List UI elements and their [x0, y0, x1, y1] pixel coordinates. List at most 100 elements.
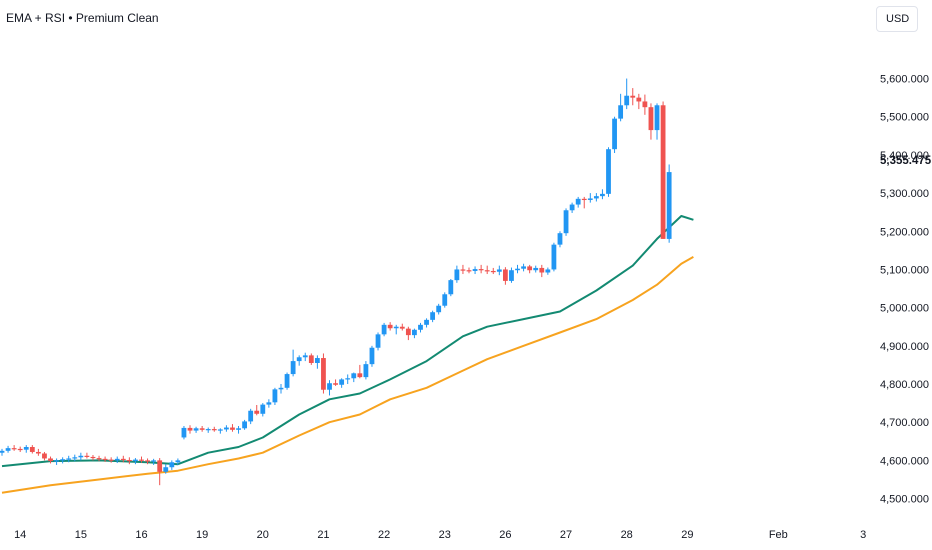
candle [266, 399, 272, 408]
candle-body [581, 198, 587, 201]
candle-body [405, 328, 411, 336]
candle-body [509, 270, 514, 281]
candle [199, 426, 205, 432]
price-tick-label: 5,100.000 [880, 264, 929, 276]
candle-body [399, 326, 405, 329]
candle [321, 353, 326, 394]
candle-body [163, 467, 169, 472]
price-tick-label: 4,700.000 [880, 417, 929, 429]
candle [442, 292, 448, 308]
candle-body [224, 427, 229, 430]
candle-body [387, 324, 393, 329]
candle-body [515, 268, 520, 271]
candle-body [654, 105, 660, 131]
candle-body [442, 294, 448, 306]
candle-body [278, 387, 284, 390]
candle [102, 456, 108, 462]
candle [120, 455, 126, 463]
candle-body [527, 266, 533, 271]
candle-body [460, 269, 466, 271]
time-tick-label: 19 [196, 529, 208, 541]
candle-body [181, 427, 187, 438]
candle-body [321, 358, 326, 390]
candle-body [23, 447, 29, 450]
currency-button[interactable]: USD [876, 6, 918, 32]
candle [272, 387, 278, 405]
candle-body [254, 410, 260, 414]
candle-body [393, 326, 399, 329]
price-tick-label: 4,800.000 [880, 379, 929, 391]
candle [575, 196, 581, 208]
candle-body [120, 458, 126, 461]
candle-body [169, 462, 175, 468]
candle [290, 349, 296, 377]
price-tick-label: 5,200.000 [880, 226, 929, 238]
candle [84, 452, 90, 459]
candle [29, 445, 35, 454]
time-tick-label: 26 [499, 529, 511, 541]
candle-body [193, 428, 199, 431]
candle [230, 424, 235, 432]
candle-body [84, 455, 90, 457]
price-tick-label: 4,900.000 [880, 341, 929, 353]
candle-body [296, 357, 302, 362]
candle-body [430, 312, 436, 320]
candle [521, 263, 526, 272]
candle-body [248, 410, 254, 422]
candle [175, 458, 181, 465]
candle [193, 426, 199, 433]
ema-line-0 [1, 215, 694, 468]
price-tick-label: 5,000.000 [880, 303, 929, 315]
candle-body [587, 198, 593, 200]
candle-body [236, 428, 241, 430]
candle [327, 380, 332, 396]
candle-body [593, 196, 599, 199]
candle [296, 355, 302, 366]
candle [660, 101, 666, 239]
candle [509, 267, 514, 283]
candle [345, 374, 351, 384]
candle-body [357, 373, 363, 378]
candle-body [199, 428, 205, 430]
candle [581, 196, 587, 209]
candle [539, 264, 545, 278]
candle [35, 448, 41, 456]
candle-body [339, 379, 345, 385]
candle-body [375, 334, 381, 348]
candle-body [454, 269, 460, 281]
candle-body [157, 460, 163, 472]
time-axis[interactable]: 14 15 16 19 20 21 22 23 26 27 28 29 Feb 3 [14, 529, 866, 541]
candle-body [327, 383, 332, 390]
candle [169, 460, 175, 470]
candle [48, 456, 53, 464]
candle-body [284, 374, 290, 388]
candle-body [187, 427, 193, 431]
candle-body [17, 448, 23, 451]
candle-body [600, 193, 605, 197]
candle [648, 103, 654, 140]
candle [424, 318, 429, 328]
candle [618, 93, 624, 122]
candle-body [369, 347, 375, 365]
candle [242, 419, 247, 430]
last-price-label: 5,355.475 [880, 155, 932, 167]
candle-body [272, 389, 278, 403]
candle [224, 425, 229, 432]
ema-line-1 [1, 256, 694, 494]
time-tick-label: 27 [560, 529, 572, 541]
candle-body [636, 97, 642, 102]
candle-body [211, 429, 217, 431]
candle [126, 457, 132, 465]
candle [11, 445, 17, 451]
candle [0, 448, 5, 456]
ema-lines [1, 215, 694, 494]
candle [387, 322, 393, 331]
price-axis[interactable]: 5,600.000 5,500.000 5,400.000 5,300.000 5,20… [880, 74, 929, 506]
candle [90, 455, 96, 461]
candle [478, 264, 484, 274]
time-tick-label: Feb [769, 529, 788, 541]
candle-body [569, 204, 575, 211]
candle [515, 264, 520, 274]
candle-body [612, 118, 617, 150]
